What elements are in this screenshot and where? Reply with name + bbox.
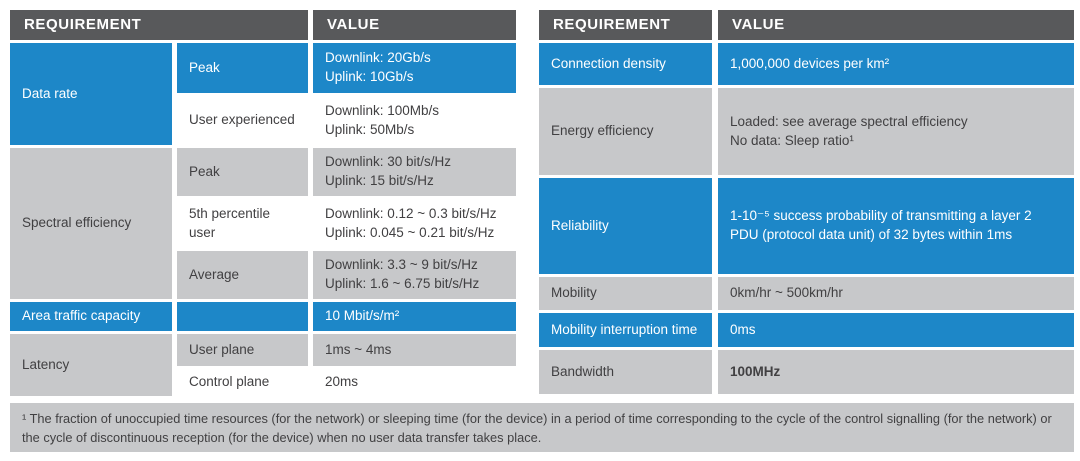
value-cell: 1-10⁻⁵ success probability of transmitti… [718,178,1074,274]
value-cell: 20ms [313,369,516,396]
value-cell: 10 Mbit/s/m² [313,302,516,331]
requirement-cell-spectral-efficiency: Spectral efficiency [10,148,172,299]
sub-requirement-cell: Control plane [177,369,308,396]
requirement-cell-energy-efficiency: Energy efficiency [539,88,712,175]
sub-requirement-cell: Average [177,251,308,299]
right-header-value: VALUE [718,10,1074,40]
left-header-requirement: REQUIREMENT [10,10,308,40]
requirement-cell-mobility: Mobility [539,277,712,310]
requirement-cell-latency: Latency [10,334,172,396]
value-cell: Loaded: see average spectral efficiency … [718,88,1074,175]
value-cell: 100MHz [718,350,1074,394]
value-cell: Downlink: 100Mb/s Uplink: 50Mb/s [313,96,516,145]
empty-cell [177,302,308,331]
left-header-value: VALUE [313,10,516,40]
value-cell: 1ms ~ 4ms [313,334,516,366]
right-requirements-table: REQUIREMENT VALUE Connection density 1,0… [539,10,1074,394]
value-cell: Downlink: 3.3 ~ 9 bit/s/Hz Uplink: 1.6 ~… [313,251,516,299]
value-cell: 0ms [718,313,1074,347]
requirement-cell-reliability: Reliability [539,178,712,274]
sub-requirement-cell: User experienced [177,96,308,145]
footnote: ¹ The fraction of unoccupied time resour… [10,403,1074,452]
value-cell: Downlink: 20Gb/s Uplink: 10Gb/s [313,43,516,93]
requirement-cell-mobility-interruption-time: Mobility interruption time [539,313,712,347]
requirement-cell-bandwidth: Bandwidth [539,350,712,394]
right-header-requirement: REQUIREMENT [539,10,712,40]
sub-requirement-cell: Peak [177,148,308,196]
value-cell: 1,000,000 devices per km² [718,43,1074,85]
value-cell: Downlink: 0.12 ~ 0.3 bit/s/Hz Uplink: 0.… [313,199,516,248]
requirement-cell-connection-density: Connection density [539,43,712,85]
value-cell: Downlink: 30 bit/s/Hz Uplink: 15 bit/s/H… [313,148,516,196]
left-requirements-table: REQUIREMENT VALUE Data rate Peak Downlin… [10,10,516,396]
sub-requirement-cell: User plane [177,334,308,366]
requirement-cell-area-traffic-capacity: Area traffic capacity [10,302,172,331]
sub-requirement-cell: 5th percentile user [177,199,308,248]
sub-requirement-cell: Peak [177,43,308,93]
requirement-cell-data-rate: Data rate [10,43,172,145]
value-cell: 0km/hr ~ 500km/hr [718,277,1074,310]
